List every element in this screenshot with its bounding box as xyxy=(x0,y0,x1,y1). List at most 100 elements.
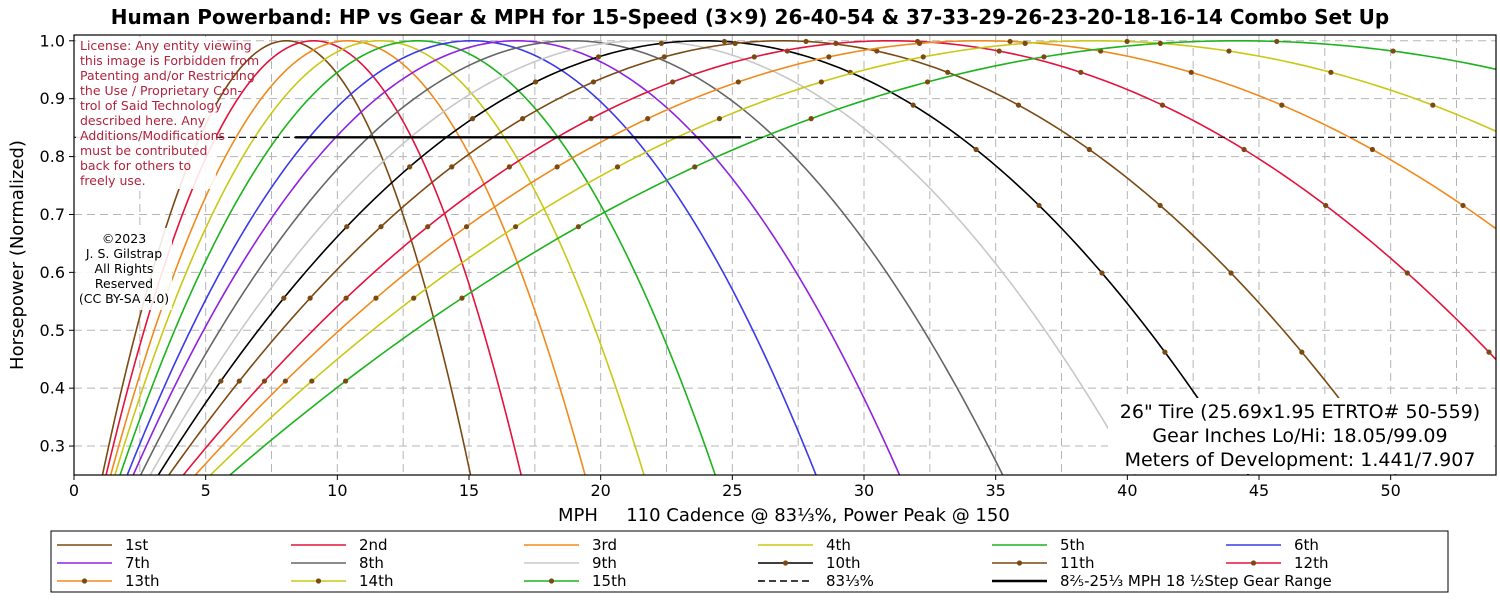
series-marker-11th xyxy=(1299,349,1305,355)
series-marker-15th xyxy=(692,164,698,170)
series-marker-14th xyxy=(716,116,723,122)
license-text: described here. Any xyxy=(80,113,206,128)
series-marker-15th xyxy=(459,295,465,301)
series-marker-14th xyxy=(411,295,417,301)
series-marker-11th xyxy=(803,38,809,45)
x-tick-label: 5 xyxy=(201,481,211,500)
legend-label: 15th xyxy=(592,572,626,590)
series-marker-10th xyxy=(1036,202,1042,209)
legend-label: 2nd xyxy=(359,536,388,554)
legend-label: 5th xyxy=(1060,536,1085,554)
series-marker-15th xyxy=(1274,38,1280,45)
x-tick-label: 50 xyxy=(1380,481,1400,500)
series-marker-10th xyxy=(595,54,602,60)
series-marker-15th xyxy=(808,116,814,122)
copyright-box xyxy=(76,228,172,310)
axes: 0 5 10 15 20 25 30 35 40 45 50 0.3 0.4 0.5 0.6 0.7 0.8 0.… xyxy=(7,31,1497,526)
series-marker-13th xyxy=(373,295,379,301)
copyright-text: (CC BY-SA 4.0) xyxy=(79,291,169,306)
legend-marker xyxy=(315,578,322,584)
legend-box xyxy=(50,530,1449,593)
legend-item-8⅖-25⅓ MPH 18 ½Step Gear Range: 8⅖-25⅓ MPH 18 ½Step Gear Range xyxy=(992,572,1332,590)
series-marker-12th xyxy=(996,48,1002,54)
legend-item-83⅓%: 83⅓% xyxy=(758,572,874,590)
license-text: the Use / Proprietary Con- xyxy=(80,83,242,98)
y-tick-label: 0.9 xyxy=(40,89,65,108)
legend-label: 14th xyxy=(359,572,393,590)
series-marker-12th xyxy=(343,295,349,301)
info-box xyxy=(1108,398,1494,474)
legend-label: 13th xyxy=(125,572,159,590)
license-text: Additions/Modifications xyxy=(80,128,225,143)
series-line-8th xyxy=(139,39,1004,475)
x-tick-label: 40 xyxy=(1117,481,1137,500)
series-marker-14th xyxy=(1328,69,1334,75)
x-tick-label: 0 xyxy=(69,481,79,500)
x-tick-label: 25 xyxy=(722,481,742,500)
legend-label: 10th xyxy=(826,554,860,572)
y-axis-label: Horsepower (Normalized) xyxy=(7,140,28,370)
x-tick-label: 10 xyxy=(327,481,347,500)
series-4th xyxy=(114,39,645,475)
legend-item-15th: 15th xyxy=(524,572,626,590)
series-marker-10th xyxy=(1099,270,1105,276)
series-marker-15th xyxy=(342,378,349,384)
license-box xyxy=(76,37,216,189)
legend-marker xyxy=(81,578,88,584)
series-marker-12th xyxy=(1323,202,1329,209)
legend-item-3rd: 3rd xyxy=(524,536,617,554)
legend-label: 6th xyxy=(1294,536,1319,554)
copyright-text: ©2023 xyxy=(102,231,146,246)
series-14th xyxy=(209,38,1496,475)
series-marker-10th xyxy=(344,224,350,230)
legend-item-14th: 14th xyxy=(291,572,393,590)
series-marker-12th xyxy=(261,378,268,384)
series-marker-12th xyxy=(1404,270,1410,276)
license-text: License: Any entity viewing xyxy=(80,38,252,53)
series-marker-14th xyxy=(513,224,519,230)
series-marker-11th xyxy=(236,378,242,384)
series-marker-10th xyxy=(973,146,979,153)
series-marker-14th xyxy=(1430,102,1436,108)
series-marker-12th xyxy=(588,116,594,122)
series-marker-11th xyxy=(945,69,951,75)
legend-item-5th: 5th xyxy=(992,536,1085,554)
setup-info-text: 26" Tire (25.69x1.95 ETRTO# 50-559) xyxy=(1120,401,1480,423)
series-marker-13th xyxy=(826,54,832,60)
setup-info-text: Gear Inches Lo/Hi: 18.05/99.09 xyxy=(1152,425,1447,447)
series-line-4th xyxy=(114,39,645,475)
legend-item-7th: 7th xyxy=(57,554,150,572)
series-line-13th xyxy=(194,39,1496,475)
series-marker-13th xyxy=(1007,38,1013,45)
series-marker-13th xyxy=(1188,69,1194,75)
legend-label: 7th xyxy=(125,554,150,572)
series-marker-15th xyxy=(1041,54,1047,60)
license-text: this image is Forbidden from xyxy=(80,53,259,68)
legend-item-10th: 10th xyxy=(758,554,860,572)
y-tick-label: 0.6 xyxy=(40,263,65,282)
series-marker-11th xyxy=(307,295,313,301)
series-marker-11th xyxy=(1228,270,1234,276)
series-marker-10th xyxy=(1162,349,1168,355)
copyright-text: All Rights xyxy=(95,261,154,276)
series-marker-11th xyxy=(590,79,597,85)
legend-label: 12th xyxy=(1294,554,1328,572)
series-marker-13th xyxy=(1460,202,1466,209)
legend-label: 8⅖-25⅓ MPH 18 ½Step Gear Range xyxy=(1060,572,1332,590)
legend-label: 1st xyxy=(125,536,148,554)
series-marker-10th xyxy=(910,102,916,108)
series-marker-11th xyxy=(732,40,738,46)
series-marker-14th xyxy=(309,378,315,384)
series-marker-10th xyxy=(721,38,727,45)
series-marker-14th xyxy=(614,164,621,170)
series-7th xyxy=(132,39,901,475)
series-marker-15th xyxy=(575,224,581,230)
legend-item-13th: 13th xyxy=(57,572,159,590)
copyright-text: J. S. Gilstrap xyxy=(85,246,162,261)
y-tick-label: 0.7 xyxy=(40,205,65,224)
series-marker-11th xyxy=(1157,202,1163,209)
x-axis-label: MPH xyxy=(558,505,598,526)
series-13th xyxy=(194,38,1496,475)
